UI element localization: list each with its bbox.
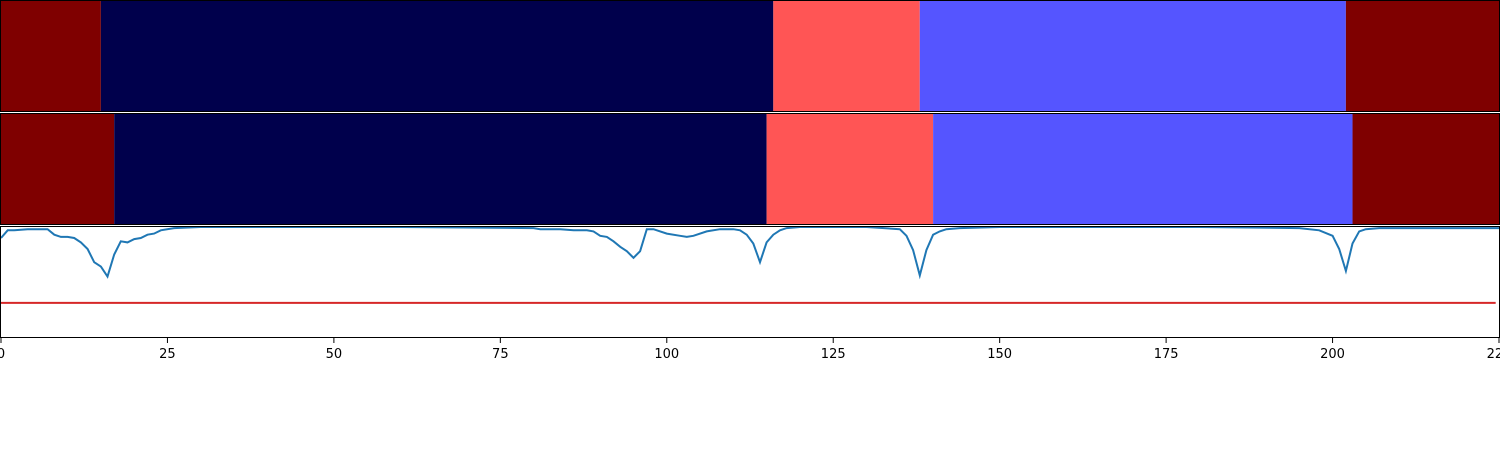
heatmap-row-1	[1, 1, 1499, 112]
x-tick-label-0: 0	[0, 347, 5, 362]
x-tick-label-25: 25	[159, 347, 176, 362]
heatmap-row-2-segment-2	[114, 114, 767, 225]
x-tick-label-50: 50	[326, 347, 343, 362]
x-tick-label-175: 175	[1154, 347, 1179, 362]
heatmap-row-2	[1, 114, 1499, 225]
x-tick-label-225: 225	[1487, 347, 1500, 362]
heatmap-row-1-segment-1	[1, 1, 101, 112]
x-tick-label-75: 75	[492, 347, 509, 362]
x-tick-label-100: 100	[654, 347, 679, 362]
heatmap-row-1-segment-5	[1345, 1, 1499, 112]
heatmap-row-2-segment-3	[766, 114, 934, 225]
x-tick-label-125: 125	[821, 347, 846, 362]
heatmap-row-1-segment-3	[773, 1, 920, 112]
series-line	[0, 226, 1499, 280]
x-axis: 0 25 50 75 100 125 150 175 200 225	[0, 338, 1500, 362]
x-tick-label-200: 200	[1320, 347, 1345, 362]
heatmap-row-1-segment-4	[919, 1, 1346, 112]
heatmap-row-1-segment-2	[100, 1, 774, 112]
heatmap-row-2-segment-5	[1352, 114, 1499, 225]
heatmap-row-2-segment-4	[933, 114, 1353, 225]
x-tick-label-150: 150	[987, 347, 1012, 362]
heatmap-row-2-segment-1	[1, 114, 115, 225]
line-plot-panel	[0, 226, 1500, 338]
